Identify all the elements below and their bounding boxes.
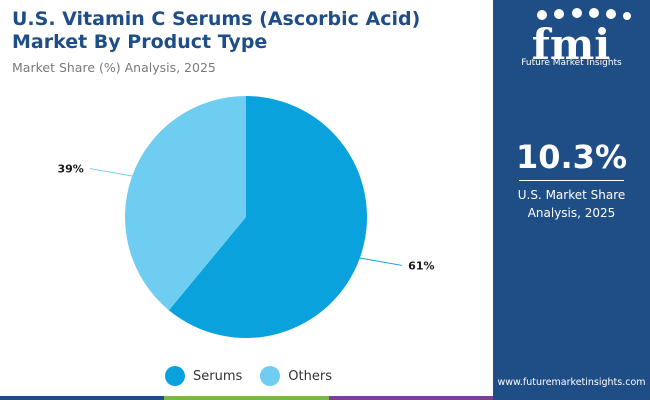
chart-title: U.S. Vitamin C Serums (Ascorbic Acid) Ma… bbox=[12, 8, 421, 53]
pie-chart: 61% 39% bbox=[57, 95, 435, 338]
chart-legend: Serums Others bbox=[165, 366, 350, 386]
pie-slice-serums bbox=[168, 96, 367, 338]
market-share-caption: U.S. Market Share Analysis, 2025 bbox=[493, 186, 650, 222]
market-share-caption-line2: Analysis, 2025 bbox=[527, 206, 616, 220]
legend-label-others: Others bbox=[288, 368, 332, 384]
website-link[interactable]: www.futuremarketinsights.com bbox=[497, 377, 646, 388]
legend-item-others: Others bbox=[260, 366, 332, 386]
bottom-bar-segment-purple bbox=[328, 396, 493, 400]
bottom-bar-segment-green bbox=[164, 396, 329, 400]
data-label-serums: 61% bbox=[408, 259, 434, 272]
logo-text: fmi bbox=[532, 20, 610, 64]
legend-label-serums: Serums bbox=[193, 368, 243, 384]
logo-tagline: Future Market Insights bbox=[521, 58, 622, 68]
side-panel: fmi Future Market Insights 10.3% U.S. Ma… bbox=[493, 0, 650, 400]
logo-icons bbox=[537, 8, 631, 20]
pie-slice-others bbox=[124, 95, 246, 311]
market-share-value: 10.3% bbox=[515, 138, 627, 176]
legend-swatch-serums bbox=[165, 366, 185, 386]
chart-subtitle: Market Share (%) Analysis, 2025 bbox=[12, 60, 216, 75]
data-label-others: 39% bbox=[57, 163, 83, 176]
leader-line-others bbox=[89, 168, 133, 177]
bottom-bar-segment-blue bbox=[0, 396, 165, 400]
market-share-caption-line1: U.S. Market Share bbox=[517, 188, 626, 202]
legend-swatch-others bbox=[260, 366, 281, 386]
bottom-color-bar bbox=[0, 396, 493, 400]
share-divider bbox=[519, 180, 624, 181]
legend-item-serums: Serums bbox=[165, 366, 242, 386]
leader-line-serums bbox=[359, 257, 403, 266]
fmi-logo: fmi bbox=[493, 6, 650, 70]
